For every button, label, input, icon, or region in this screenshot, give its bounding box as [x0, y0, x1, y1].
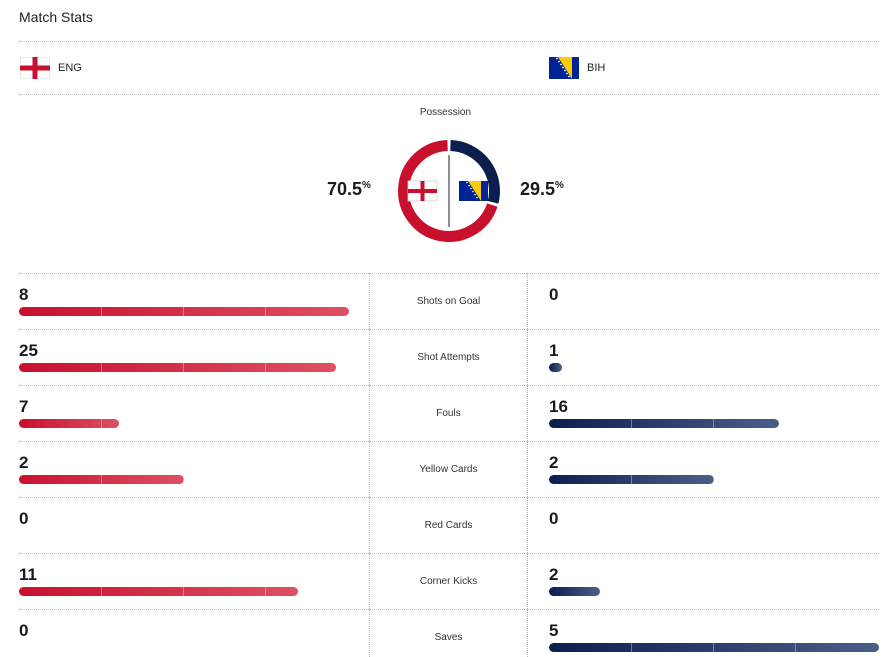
away-possession-arc [450, 140, 500, 204]
away-team: BIH [549, 57, 605, 79]
home-possession-arc [398, 140, 498, 242]
away-possession-value: 29.5% [520, 179, 564, 199]
stat-label: Red Cards [424, 520, 473, 531]
stat-label-cell [369, 385, 528, 441]
stat-row: Fouls 7 16 [19, 385, 879, 441]
possession-donut-chart [398, 140, 500, 242]
bosnia-flag-icon [459, 181, 488, 201]
home-stat-value: 7 [19, 397, 29, 416]
away-stat-value: 2 [549, 453, 559, 472]
home-stat-bar [19, 475, 184, 484]
stat-row: Saves 0 5 [19, 609, 879, 657]
away-stat-bar [549, 587, 600, 596]
stat-label-cell [369, 609, 528, 657]
away-stat-bar [549, 419, 779, 428]
home-stat-value: 11 [19, 565, 37, 584]
home-team: ENG [20, 57, 82, 79]
divider [19, 441, 879, 442]
away-stat-value: 0 [549, 509, 559, 528]
home-team-code: ENG [58, 62, 82, 74]
possession-label: Possession [419, 107, 472, 118]
away-stat-value: 16 [549, 397, 568, 416]
stat-label-cell [369, 441, 528, 497]
stat-label: Corner Kicks [419, 576, 478, 587]
page-title: Match Stats [19, 9, 93, 25]
stat-label: Shots on Goal [416, 296, 481, 307]
away-stat-value: 2 [549, 565, 559, 584]
home-stat-value: 2 [19, 453, 29, 472]
stat-label-cell [369, 273, 528, 329]
home-stat-bar [19, 587, 298, 596]
stat-label: Saves [434, 632, 463, 643]
divider [19, 497, 879, 498]
divider [19, 385, 879, 386]
stat-row: Yellow Cards 2 2 [19, 441, 879, 497]
stat-row: Shot Attempts 25 1 [19, 329, 879, 385]
bosnia-flag-icon [549, 57, 579, 79]
england-flag-icon [20, 57, 50, 79]
england-flag-icon [407, 180, 438, 202]
away-stat-value: 1 [549, 341, 559, 360]
home-stat-value: 0 [19, 621, 29, 640]
away-stat-bar [549, 363, 562, 372]
away-stat-value: 0 [549, 285, 559, 304]
divider [19, 329, 879, 330]
home-stat-value: 25 [19, 341, 38, 360]
stat-label-cell [369, 329, 528, 385]
divider [19, 94, 879, 95]
stat-label: Fouls [436, 408, 461, 419]
stat-row: Corner Kicks 11 2 [19, 553, 879, 609]
home-stat-bar [19, 363, 336, 372]
home-stat-value: 0 [19, 509, 29, 528]
away-stat-bar [549, 475, 714, 484]
divider [19, 273, 879, 274]
away-stat-value: 5 [549, 621, 559, 640]
divider [19, 553, 879, 554]
stats-table: Shots on Goal 8 0 Shot Attempts 25 1 Fouls 7 16 Y… [19, 273, 879, 657]
stat-label-cell [369, 497, 528, 553]
stat-label: Shot Attempts [417, 352, 480, 363]
divider [19, 609, 879, 610]
stat-label: Yellow Cards [419, 464, 478, 475]
home-stat-bar [19, 419, 119, 428]
stat-row: Red Cards 0 0 [19, 497, 879, 553]
home-stat-bar [19, 307, 349, 316]
home-stat-value: 8 [19, 285, 29, 304]
stat-row: Shots on Goal 8 0 [19, 273, 879, 329]
away-stat-bar [549, 643, 879, 652]
away-team-code: BIH [587, 62, 606, 74]
divider [19, 41, 879, 42]
home-possession-value: 70.5% [327, 179, 371, 199]
stat-label-cell [369, 553, 528, 609]
